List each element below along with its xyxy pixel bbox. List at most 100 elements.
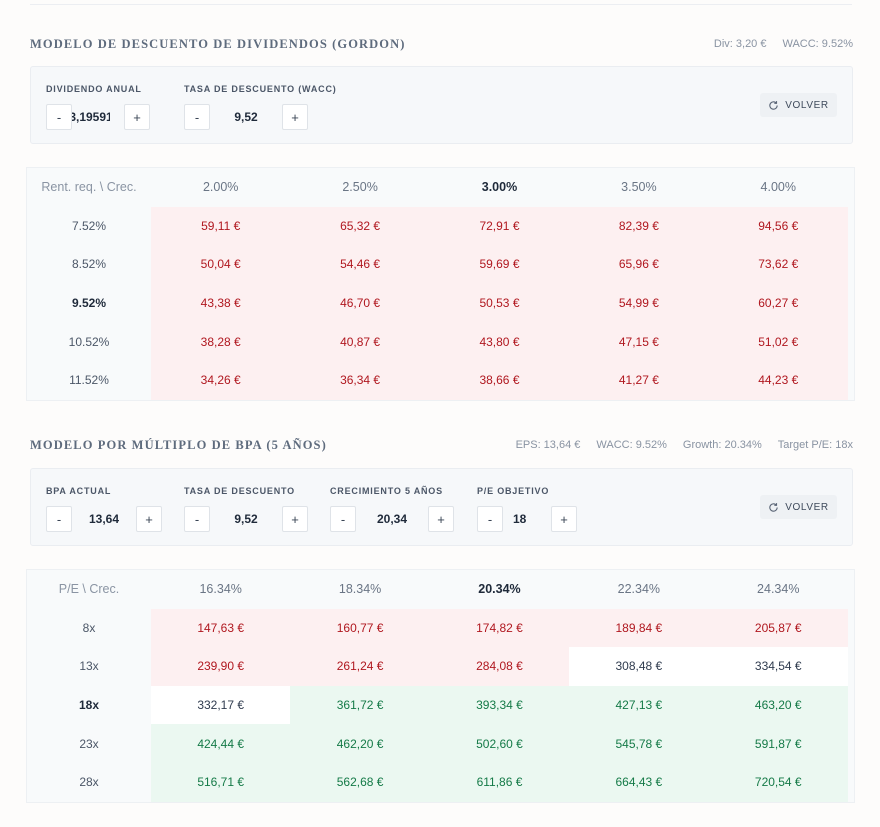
eps-meta-wacc: WACC: 9.52% [596, 439, 667, 451]
wacc-value-input[interactable]: 9,52 [234, 110, 258, 124]
target-pe-stepper[interactable]: - 18 + [477, 506, 577, 532]
eps-header: MODELO POR MÚLTIPLO DE BPA (5 AÑOS) EPS:… [30, 435, 853, 455]
discount-rate-decrement-button[interactable]: - [184, 506, 210, 532]
valuation-cell: 427,13 € [569, 685, 709, 725]
valuation-cell: 516,71 € [151, 762, 291, 802]
valuation-cell: 46,70 € [290, 283, 430, 323]
gordon-meta-dividend: Div: 3,20 € [713, 38, 767, 50]
valuation-cell: 664,43 € [569, 762, 709, 802]
valuation-cell: 51,02 € [708, 322, 848, 361]
column-header: 3.00% [481, 180, 518, 195]
dividend-value-input[interactable]: 3,19591 [72, 110, 110, 124]
discount-rate-label: TASA DE DESCUENTO [184, 486, 295, 496]
eps-meta-eps: EPS: 13,64 € [515, 439, 581, 451]
row-header: 9.52% [71, 296, 107, 311]
column-header: 4.00% [760, 180, 796, 195]
dividend-decrement-button[interactable]: - [46, 104, 72, 130]
valuation-cell: 502,60 € [429, 724, 570, 763]
wacc-decrement-button[interactable]: - [184, 104, 210, 130]
growth-value-input[interactable]: 20,34 [376, 512, 408, 526]
valuation-cell: 334,54 € [708, 647, 848, 686]
gordon-sensitivity-table: Rent. req. \ Crec. 2.00% 2.50% 3.00% 3.50% 4.… [26, 167, 855, 401]
valuation-cell: 611,86 € [429, 762, 570, 802]
eps-title: MODELO POR MÚLTIPLO DE BPA (5 AÑOS) [30, 437, 327, 452]
table-row: 8x 147,63 €160,77 €174,82 €189,84 €205,87… [27, 608, 854, 648]
eps-meta-growth: Growth: 20.34% [682, 439, 762, 451]
wacc-increment-button[interactable]: + [282, 104, 308, 130]
valuation-cell: 34,26 € [151, 360, 291, 400]
table-header-row: Rent. req. \ Crec. 2.00% 2.50% 3.00% 3.50% 4.… [27, 168, 854, 207]
eps-meta-target-pe: Target P/E: 18x [777, 439, 853, 451]
valuation-cell: 43,38 € [151, 283, 291, 323]
growth-stepper[interactable]: - 20,34 + [330, 506, 454, 532]
table-row: 28x 516,71 €562,68 €611,86 €664,43 €720,5… [27, 762, 854, 802]
valuation-cell: 332,17 € [151, 685, 291, 725]
valuation-cell: 189,84 € [569, 608, 709, 648]
valuation-cell: 361,72 € [290, 685, 430, 725]
growth-increment-button[interactable]: + [428, 506, 454, 532]
valuation-cell: 65,96 € [569, 245, 709, 284]
row-header: 7.52% [71, 218, 107, 233]
valuation-cell: 261,24 € [290, 647, 430, 686]
bpa-value-input[interactable]: 13,64 [88, 512, 120, 526]
eps-reset-button[interactable]: VOLVER [760, 495, 837, 519]
valuation-cell: 160,77 € [290, 608, 430, 648]
table-corner-label: Rent. req. \ Crec. [41, 180, 137, 195]
eps-meta: EPS: 13,64 € WACC: 9.52% Growth: 20.34% … [516, 439, 853, 451]
column-header: 16.34% [199, 582, 242, 597]
valuation-cell: 65,32 € [290, 206, 430, 246]
dividend-stepper[interactable]: - 3,19591 + [46, 104, 150, 130]
valuation-cell: 591,87 € [708, 724, 848, 763]
column-header: 22.34% [617, 582, 661, 597]
bpa-label: BPA ACTUAL [46, 486, 112, 496]
valuation-cell: 54,99 € [569, 283, 709, 323]
valuation-cell: 147,63 € [151, 608, 291, 648]
gordon-meta: Div: 3,20 € WACC: 9.52% [714, 38, 853, 50]
valuation-cell: 50,04 € [151, 245, 291, 284]
row-header: 11.52% [69, 373, 109, 388]
table-row: 8.52% 50,04 €54,46 €59,69 €65,96 €73,62 € [27, 245, 854, 284]
valuation-cell: 54,46 € [290, 245, 430, 284]
column-header: 18.34% [338, 582, 382, 597]
discount-rate-value-input[interactable]: 9,52 [234, 512, 258, 526]
table-row: 13x 239,90 €261,24 €284,08 €308,48 €334,5… [27, 647, 854, 686]
row-header: 28x [79, 775, 99, 790]
table-row: 18x 332,17 €361,72 €393,34 €427,13 €463,2… [27, 685, 854, 725]
gordon-meta-wacc: WACC: 9.52% [782, 38, 853, 50]
valuation-cell: 393,34 € [429, 685, 570, 725]
target-pe-value-input[interactable]: 18 [513, 512, 527, 526]
eps-sensitivity-table: P/E \ Crec. 16.34% 18.34% 20.34% 22.34% 24.34… [26, 569, 855, 803]
wacc-label: TASA DE DESCUENTO (WACC) [184, 84, 337, 94]
refresh-icon [769, 502, 778, 512]
valuation-cell: 239,90 € [151, 647, 291, 686]
valuation-cell: 38,66 € [429, 360, 570, 400]
row-header: 13x [79, 659, 99, 674]
valuation-cell: 41,27 € [569, 360, 709, 400]
growth-decrement-button[interactable]: - [330, 506, 356, 532]
wacc-stepper[interactable]: - 9,52 + [184, 104, 308, 130]
dividend-increment-button[interactable]: + [124, 104, 150, 130]
valuation-cell: 424,44 € [151, 724, 291, 763]
growth-label: CRECIMIENTO 5 AÑOS [330, 486, 443, 496]
bpa-decrement-button[interactable]: - [46, 506, 72, 532]
valuation-cell: 44,23 € [708, 360, 848, 400]
row-header: 18x [78, 698, 100, 713]
eps-reset-label: VOLVER [785, 501, 829, 513]
target-pe-decrement-button[interactable]: - [477, 506, 503, 532]
discount-rate-stepper[interactable]: - 9,52 + [184, 506, 308, 532]
discount-rate-increment-button[interactable]: + [282, 506, 308, 532]
valuation-cell: 94,56 € [708, 206, 848, 246]
valuation-cell: 59,11 € [151, 206, 291, 246]
valuation-cell: 463,20 € [708, 685, 848, 725]
target-pe-increment-button[interactable]: + [551, 506, 577, 532]
gordon-reset-button[interactable]: VOLVER [760, 93, 837, 117]
table-row: 11.52% 34,26 €36,34 €38,66 €41,27 €44,23 … [27, 360, 854, 400]
gordon-title: MODELO DE DESCUENTO DE DIVIDENDOS (GORDO… [30, 36, 406, 51]
table-row: 9.52% 43,38 €46,70 €50,53 €54,99 €60,27 € [27, 283, 854, 323]
bpa-stepper[interactable]: - 13,64 + [46, 506, 162, 532]
table-row: 10.52% 38,28 €40,87 €43,80 €47,15 €51,02 … [27, 322, 854, 361]
valuation-cell: 205,87 € [708, 608, 848, 648]
bpa-increment-button[interactable]: + [136, 506, 162, 532]
valuation-cell: 38,28 € [151, 322, 291, 361]
valuation-cell: 36,34 € [290, 360, 430, 400]
